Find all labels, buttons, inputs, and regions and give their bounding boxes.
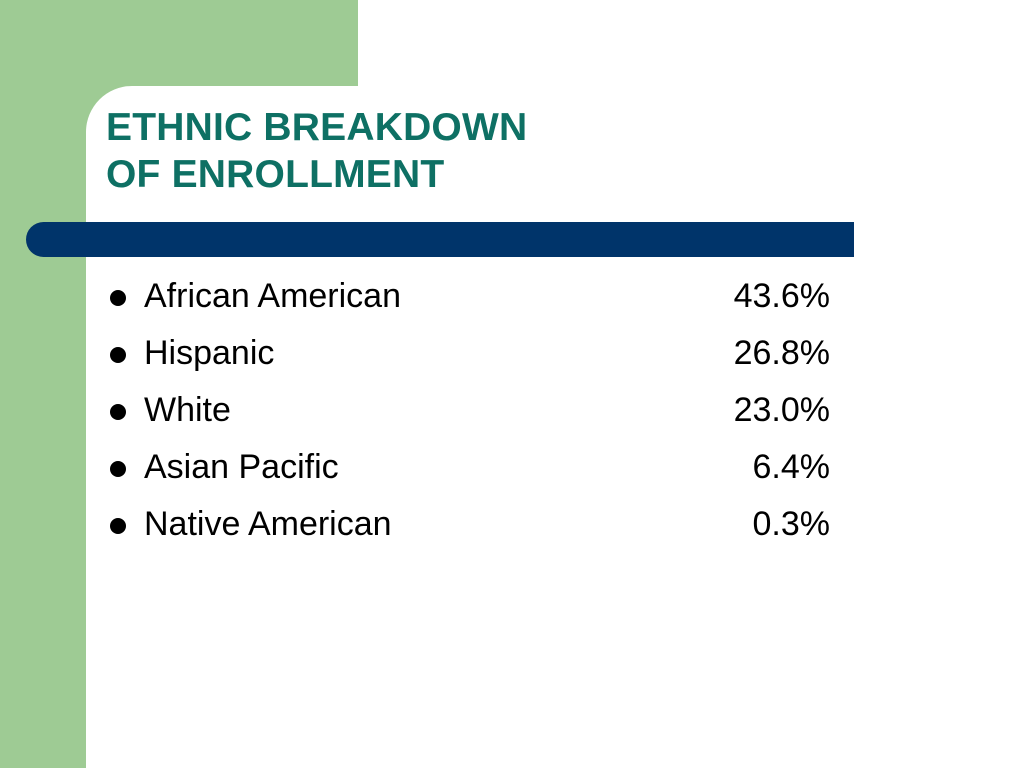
item-label: Native American bbox=[144, 505, 392, 543]
item-percentage: 6.4% bbox=[752, 448, 831, 486]
item-percentage: 26.8% bbox=[733, 334, 830, 372]
item-percentage: 23.0% bbox=[733, 391, 830, 429]
bullet-dot-icon bbox=[110, 290, 126, 306]
enrollment-list: African American 43.6% Hispanic 26.8% Wh… bbox=[106, 270, 866, 555]
list-item: African American 43.6% bbox=[106, 270, 866, 327]
list-item: Asian Pacific 6.4% bbox=[106, 441, 866, 498]
title-line-1: ETHNIC BREAKDOWN bbox=[106, 106, 528, 149]
title-line-2: OF ENROLLMENT bbox=[106, 153, 445, 196]
item-label: African American bbox=[144, 277, 401, 315]
bullet-dot-icon bbox=[110, 518, 126, 534]
item-percentage: 43.6% bbox=[733, 277, 830, 315]
list-item: Hispanic 26.8% bbox=[106, 327, 866, 384]
item-label: White bbox=[144, 391, 231, 429]
bullet-dot-icon bbox=[110, 347, 126, 363]
item-percentage: 0.3% bbox=[752, 505, 831, 543]
slide-title: ETHNIC BREAKDOWN OF ENROLLMENT bbox=[106, 104, 527, 198]
bullet-dot-icon bbox=[110, 404, 126, 420]
content-card bbox=[86, 86, 1024, 768]
item-label: Asian Pacific bbox=[144, 448, 339, 486]
bullet-dot-icon bbox=[110, 461, 126, 477]
list-item: Native American 0.3% bbox=[106, 498, 866, 555]
item-label: Hispanic bbox=[144, 334, 275, 372]
list-item: White 23.0% bbox=[106, 384, 866, 441]
title-divider-bar bbox=[26, 222, 854, 257]
